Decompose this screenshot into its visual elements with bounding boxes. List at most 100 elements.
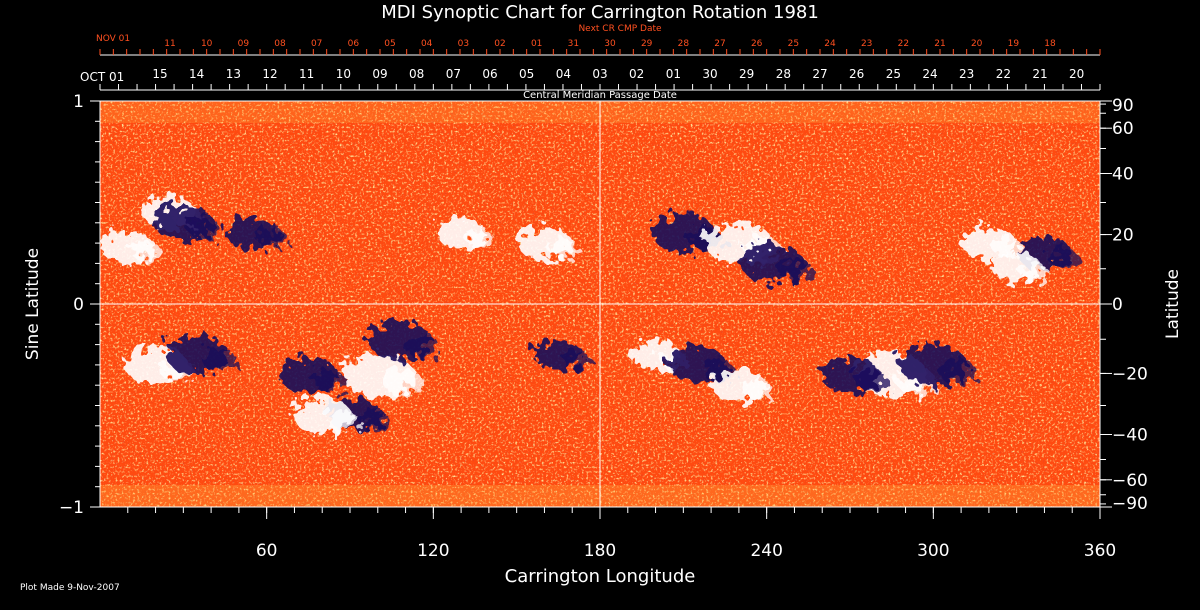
next-cr-date-label: 28 (678, 39, 690, 49)
x-tick-label: 300 (917, 541, 949, 561)
active-region (1020, 262, 1048, 281)
y-right-tick-label: −60 (1112, 471, 1148, 491)
active-region (464, 228, 493, 247)
next-cr-date-label: 21 (934, 39, 945, 49)
cmp-date-label: 22 (996, 67, 1011, 81)
next-cr-date-label: 31 (568, 39, 579, 49)
x-tick-label: 180 (584, 541, 616, 561)
y-right-label: Latitude (1163, 269, 1183, 339)
active-region (256, 228, 287, 248)
next-cr-date-label: 01 (531, 39, 542, 49)
next-cr-date-label: 04 (421, 39, 433, 49)
next-cr-date-label: 22 (898, 39, 909, 49)
cmp-date-label: 26 (849, 67, 864, 81)
active-region (187, 217, 221, 239)
cmp-date-label: 20 (1069, 67, 1084, 81)
cmp-date-label: 03 (592, 67, 607, 81)
y-right-tick-label: −90 (1112, 494, 1148, 514)
y-left-tick-label: 0 (73, 295, 84, 315)
cmp-date-label: 30 (702, 67, 717, 81)
y-right-tick-label: 60 (1112, 119, 1134, 139)
next-cr-date-label: 05 (384, 39, 395, 49)
y-left-tick-label: −1 (59, 498, 84, 518)
cmp-date-label: 24 (922, 67, 937, 81)
y-right-tick-label: 40 (1112, 165, 1134, 185)
x-tick-label: 120 (417, 541, 449, 561)
x-tick-label: 360 (1084, 541, 1116, 561)
active-region (359, 410, 390, 431)
active-region (312, 369, 346, 392)
cmp-date-label: 07 (446, 67, 461, 81)
next-cr-scale-start: NOV 01 (96, 34, 130, 44)
cmp-date-label: 09 (372, 67, 387, 81)
next-cr-date-label: 24 (824, 39, 836, 49)
next-cr-date-label: 26 (751, 39, 763, 49)
y-left-tick-label: 1 (73, 92, 84, 112)
y-right-tick-label: −40 (1112, 425, 1148, 445)
cmp-scale-label: Central Meridian Passage Date (523, 90, 677, 101)
plot-made-text: Plot Made 9-Nov-2007 (20, 583, 120, 593)
cmp-date-label: 15 (152, 67, 167, 81)
cmp-date-label: 27 (812, 67, 827, 81)
cmp-date-label: 28 (776, 67, 791, 81)
active-region (1048, 248, 1079, 269)
active-region (854, 369, 887, 392)
next-cr-date-label: 07 (311, 39, 322, 49)
cmp-date-labels: 15 14 13 12 11 10 09 08 07 06 05 04 03 02 01 30 29 28 27 26… (152, 67, 1084, 81)
cmp-date-label: 06 (482, 67, 497, 81)
next-cr-date-label: 08 (274, 39, 286, 49)
next-cr-date-label: 09 (238, 39, 250, 49)
next-cr-scale-label: Next CR CMP Date (578, 24, 662, 34)
cmp-date-label: 11 (299, 67, 314, 81)
y-right-tick-label: 0 (1112, 295, 1123, 315)
cmp-ticks (99, 84, 1101, 90)
cmp-date-label: 02 (629, 67, 644, 81)
active-regions (100, 196, 1079, 434)
active-region (326, 410, 359, 432)
next-cr-date-label: 02 (494, 39, 505, 49)
next-cr-date-label: 27 (714, 39, 725, 49)
active-region (404, 334, 440, 358)
next-cr-date-label: 25 (788, 39, 799, 49)
cmp-date-label: 14 (189, 67, 204, 81)
next-cr-date-label: 19 (1008, 39, 1020, 49)
next-cr-date-label: 20 (971, 39, 983, 49)
next-cr-date-label: 03 (458, 39, 469, 49)
next-cr-date-label: 23 (861, 39, 872, 49)
next-cr-date-label: 10 (201, 39, 213, 49)
y-right-tick-label: 90 (1112, 96, 1134, 116)
active-region (548, 238, 579, 258)
x-axis-ticks: 60 120 180 240 300 360 (256, 507, 1116, 561)
cmp-date-label: 08 (409, 67, 424, 81)
cmp-date-label: 04 (556, 67, 571, 81)
cmp-scale-start: OCT 01 (80, 70, 124, 84)
next-cr-date-label: 11 (164, 39, 175, 49)
active-region (742, 380, 773, 400)
cmp-date-label: 12 (262, 67, 277, 81)
cmp-date-label: 29 (739, 67, 754, 81)
cmp-date-label: 23 (959, 67, 974, 81)
cmp-date-label: 01 (666, 67, 681, 81)
cmp-date-label: 21 (1032, 67, 1047, 81)
cmp-date-label: 25 (886, 67, 901, 81)
next-cr-ticks (99, 49, 1101, 55)
y-right-tick-label: 20 (1112, 226, 1134, 246)
y-right-tick-label: −20 (1112, 364, 1148, 384)
active-region (131, 242, 162, 262)
active-region (562, 350, 590, 369)
cmp-date-label: 10 (336, 67, 351, 81)
active-region (938, 358, 976, 384)
x-tick-label: 240 (750, 541, 782, 561)
y-right-axis: 90 60 40 20 0 −20 −40 −60 −90 (1100, 96, 1148, 514)
next-cr-date-label: 29 (641, 39, 653, 49)
y-left-label: Sine Latitude (23, 248, 43, 360)
cmp-date-label: 13 (226, 67, 241, 81)
next-cr-date-label: 06 (348, 39, 360, 49)
active-region (201, 348, 237, 373)
next-cr-date-label: 30 (604, 39, 616, 49)
y-left-axis: 1 0 −1 (59, 92, 100, 518)
x-tick-label: 60 (256, 541, 278, 561)
active-region (383, 368, 423, 395)
next-cr-date-labels: 11 10 09 08 07 06 05 04 03 02 01 31 30 29 28 27 26 25 24 23… (164, 39, 1056, 49)
